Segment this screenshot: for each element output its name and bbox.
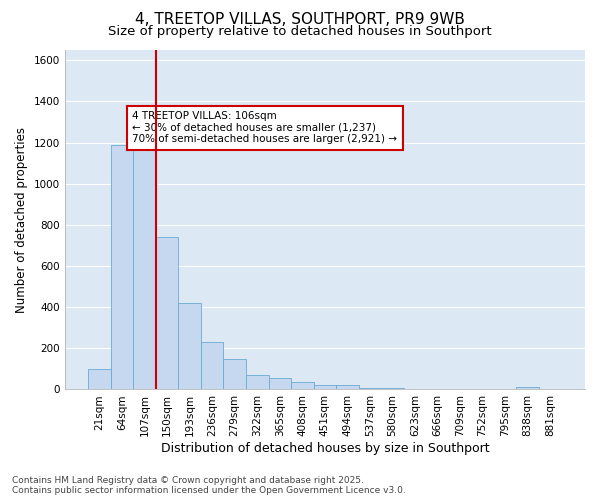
Bar (516, 388, 539, 390)
Bar (336, 386, 359, 390)
Text: 4 TREETOP VILLAS: 106sqm
← 30% of detached houses are smaller (1,237)
70% of sem: 4 TREETOP VILLAS: 106sqm ← 30% of detach… (133, 111, 397, 144)
Bar (201, 342, 223, 390)
Bar (156, 237, 178, 390)
Bar (111, 144, 133, 390)
Bar (291, 382, 314, 390)
Bar (381, 388, 404, 390)
Bar (314, 386, 336, 390)
Bar (269, 378, 291, 390)
Bar (359, 388, 381, 390)
Bar (178, 303, 201, 390)
Text: Contains HM Land Registry data © Crown copyright and database right 2025.
Contai: Contains HM Land Registry data © Crown c… (12, 476, 406, 495)
Bar (223, 358, 246, 390)
Bar (246, 375, 269, 390)
X-axis label: Distribution of detached houses by size in Southport: Distribution of detached houses by size … (161, 442, 489, 455)
Bar (133, 144, 156, 390)
Bar (88, 369, 111, 390)
Y-axis label: Number of detached properties: Number of detached properties (15, 126, 28, 312)
Text: 4, TREETOP VILLAS, SOUTHPORT, PR9 9WB: 4, TREETOP VILLAS, SOUTHPORT, PR9 9WB (135, 12, 465, 28)
Text: Size of property relative to detached houses in Southport: Size of property relative to detached ho… (108, 25, 492, 38)
